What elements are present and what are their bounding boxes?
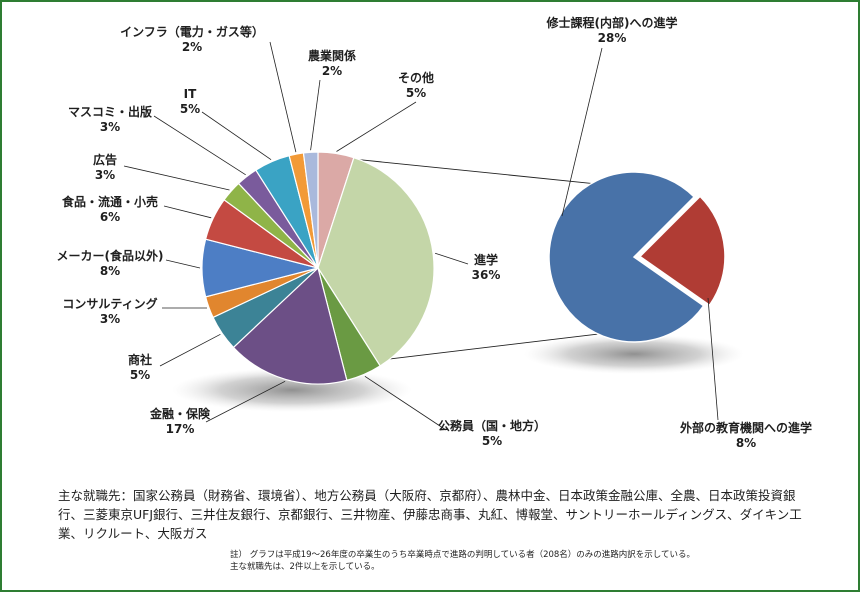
main-employers-text: 主な就職先：国家公務員（財務省、環境省）、地方公務員（大阪府、京都府）、農林中金… (58, 488, 802, 541)
secondary-pie-slice-1 (548, 171, 705, 343)
secondary-pie (548, 171, 726, 343)
main-label-13: 農業関係 2% (308, 48, 356, 78)
main-pie-slice-4 (232, 266, 348, 385)
main-label-9: 広告 3% (93, 152, 117, 182)
secondary-label-1: 修士課程(内部)への進学 28% (546, 15, 678, 45)
main-label-6: コンサルティング 3% (62, 296, 157, 326)
main-label-2: 進学 36% (472, 252, 501, 282)
main-label-4: 金融・保険 17% (149, 406, 211, 436)
main-label-7: メーカー(食品以外) 8% (57, 248, 164, 278)
main-leader-line-10 (153, 115, 246, 176)
main-leader-line-5 (159, 333, 221, 367)
secondary-label-2: 外部の教育機関への進学 8% (680, 420, 812, 450)
main-pie-slice-13 (302, 151, 319, 269)
main-pie (201, 151, 435, 385)
label-leader-lines (123, 41, 719, 431)
main-leader-line-3 (364, 375, 447, 431)
main-leader-line-8 (163, 205, 212, 219)
main-leader-line-4 (205, 380, 286, 423)
main-leader-line-11 (201, 111, 272, 161)
secondary-pie-shadow (524, 334, 744, 374)
main-label-1: その他 5% (398, 70, 434, 100)
secondary-leader-line-2 (707, 297, 719, 421)
main-leader-line-7 (165, 259, 201, 269)
main-label-3: 公務員（国・地方） 5% (438, 418, 546, 448)
main-label-12: インフラ（電力・ガス等） 2% (120, 24, 264, 54)
main-leader-line-13 (310, 79, 321, 151)
main-leader-line-9 (123, 165, 230, 191)
pie-of-pie-chart: その他 5% 進学 36% 公務員（国・地方） 5% 金融・保険 17% 商社 5% コンサルティン… (57, 15, 813, 450)
main-pie-slice-2 (317, 156, 435, 367)
main-leader-line-2 (434, 252, 469, 265)
main-leader-line-12 (269, 41, 297, 153)
data-labels: その他 5% 進学 36% 公務員（国・地方） 5% 金融・保険 17% 商社 5% コンサルティン… (57, 15, 813, 450)
main-label-10: マスコミ・出版 3% (68, 104, 152, 134)
secondary-leader-line-1 (561, 47, 603, 217)
footnote-text: 註） グラフは平成19～26年度の卒業生のうち卒業時点で進路の判明している者（2… (230, 550, 696, 572)
main-label-8: 食品・流通・小売 6% (61, 194, 158, 224)
pie-connector-lines (359, 159, 599, 360)
main-label-11: IT 5% (180, 87, 200, 116)
secondary-pie-slice-2 (638, 195, 726, 307)
pie-connector-line-2 (389, 333, 599, 360)
main-leader-line-1 (336, 101, 417, 152)
main-label-5: 商社 5% (128, 352, 152, 382)
pie-connector-line-1 (359, 159, 592, 184)
